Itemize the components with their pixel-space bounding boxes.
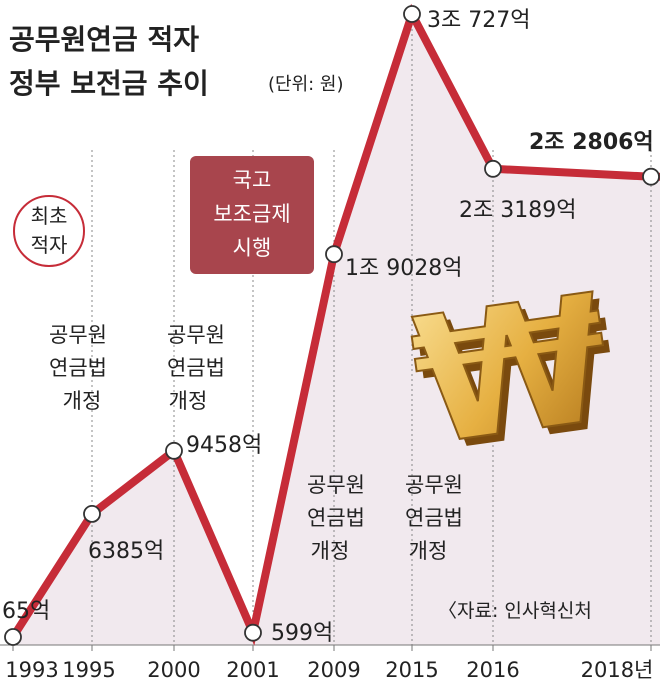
svg-text:연금법: 연금법 (167, 356, 225, 380)
won-symbol-icon: ₩ ₩ (401, 257, 628, 493)
title-line1: 공무원연금 적자 (9, 23, 199, 56)
data-point-5 (403, 5, 421, 23)
data-points (4, 5, 660, 646)
value-label-0: 65억 (2, 599, 50, 624)
subsidy-text-2: 보조금제 (213, 202, 290, 226)
value-label-7: 2조 2806억 (529, 130, 654, 155)
svg-text:연금법: 연금법 (405, 506, 463, 530)
svg-text:개정: 개정 (63, 389, 102, 413)
data-point-6 (484, 159, 502, 178)
x-axis-labels: 1993 1995 2000 2001 2009 2015 2016 2018년 (5, 658, 653, 682)
svg-text:개정: 개정 (311, 539, 350, 563)
title-line2: 정부 보전금 추이 (9, 67, 209, 100)
svg-text:공무원: 공무원 (307, 473, 365, 497)
value-label-3: 599억 (271, 621, 333, 646)
value-label-6: 2조 3189억 (459, 198, 576, 223)
data-point-7 (642, 167, 660, 186)
value-label-2: 9458억 (186, 433, 262, 458)
x-label-1: 1995 (62, 658, 115, 682)
data-point-2 (165, 441, 183, 460)
first-deficit-text-2: 적자 (31, 233, 68, 257)
svg-text:₩: ₩ (409, 265, 628, 493)
first-deficit-badge (13, 195, 85, 267)
x-label-0: 1993 (5, 658, 58, 682)
reform-note-2000: 공무원 연금법 개정 (167, 323, 225, 413)
data-point-0 (4, 628, 22, 646)
value-label-5: 3조 727억 (427, 8, 530, 33)
unit-label: (단위: 원) (268, 74, 344, 95)
data-point-1 (83, 505, 101, 523)
data-point-3 (244, 623, 262, 642)
x-label-7: 2018년 (581, 658, 654, 682)
reform-note-2009: 공무원 연금법 개정 (307, 473, 365, 563)
data-point-4 (325, 245, 343, 264)
value-label-1: 6385억 (88, 539, 164, 564)
x-label-2: 2000 (147, 658, 200, 682)
svg-text:공무원: 공무원 (405, 473, 463, 497)
x-label-6: 2016 (466, 658, 519, 682)
subsidy-text-1: 국고 (233, 168, 272, 192)
subsidy-box (190, 156, 314, 274)
svg-text:공무원: 공무원 (49, 323, 107, 347)
svg-text:₩: ₩ (402, 258, 621, 486)
svg-text:연금법: 연금법 (49, 356, 107, 380)
x-label-4: 2009 (307, 658, 360, 682)
x-label-5: 2015 (385, 658, 438, 682)
svg-text:공무원: 공무원 (167, 323, 225, 347)
value-label-4: 1조 9028억 (345, 256, 462, 281)
svg-text:개정: 개정 (409, 539, 448, 563)
subsidy-text-3: 시행 (233, 236, 272, 260)
x-axis-ticks (12, 645, 652, 651)
x-label-3: 2001 (226, 658, 279, 682)
first-deficit-text-1: 최초 (31, 204, 68, 228)
svg-text:개정: 개정 (169, 389, 208, 413)
reform-note-1995: 공무원 연금법 개정 (49, 323, 107, 413)
guide-lines (91, 14, 652, 645)
value-labels: 65억 6385억 9458억 599억 1조 9028억 3조 727억 2조 3189억… (2, 8, 654, 646)
svg-text:연금법: 연금법 (307, 506, 365, 530)
reform-note-2015: 공무원 연금법 개정 (405, 473, 463, 563)
source-label: 〈자료: 인사혁신처 (438, 600, 592, 622)
